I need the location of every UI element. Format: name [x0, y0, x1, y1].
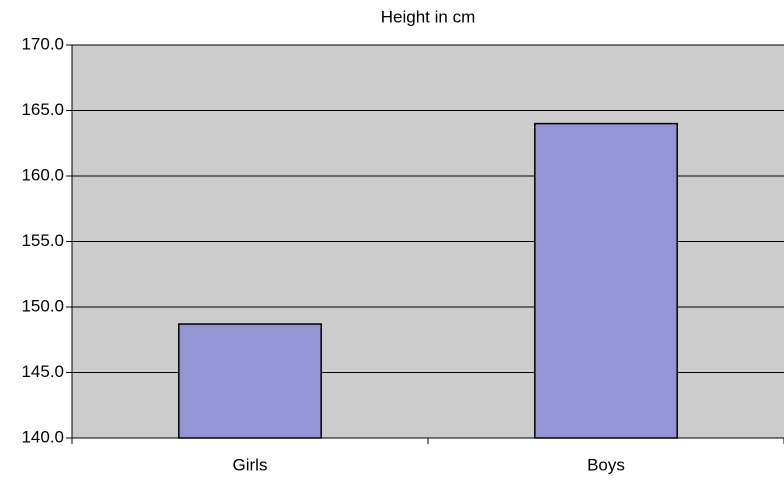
x-tick-label: Boys — [587, 455, 625, 474]
y-tick-label: 160.0 — [21, 165, 64, 184]
y-tick-label: 170.0 — [21, 34, 64, 53]
x-tick-label: Girls — [233, 455, 268, 474]
y-tick-label: 155.0 — [21, 231, 64, 250]
bar — [178, 323, 322, 439]
bar — [534, 122, 678, 439]
y-tick-label: 165.0 — [21, 100, 64, 119]
y-tick-label: 140.0 — [21, 427, 64, 446]
y-tick-label: 145.0 — [21, 362, 64, 381]
y-tick-label: 150.0 — [21, 296, 64, 315]
chart-title: Height in cm — [381, 7, 475, 26]
